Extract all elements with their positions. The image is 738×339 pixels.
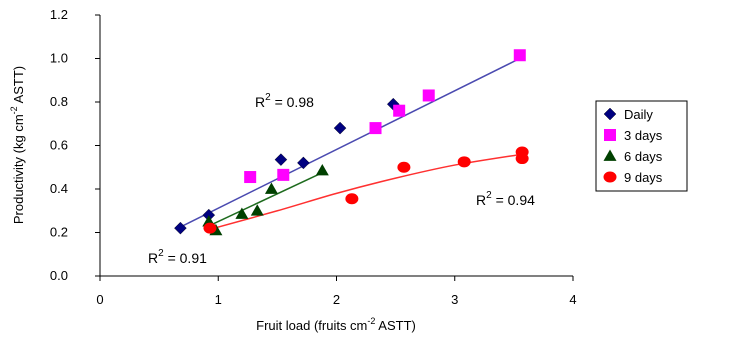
trendline-9-days — [206, 153, 523, 232]
legend: Daily 3 days 6 days 9 days — [595, 100, 688, 192]
legend-label-6-days: 6 days — [624, 149, 663, 164]
y-tick-label: 0.4 — [50, 181, 68, 196]
r2-daily-annotation: R2 = 0.98 — [255, 92, 314, 110]
legend-label-3-days: 3 days — [624, 128, 663, 143]
x-tick-label: 0 — [96, 292, 103, 307]
point-3-days — [277, 168, 290, 181]
legend-marker-daily — [603, 107, 617, 121]
plot-area — [99, 15, 573, 277]
x-axis-title: Fruit load (fruits cm-2 ASTT) — [256, 316, 416, 333]
legend-marker-3-days — [604, 129, 616, 141]
legend-label-daily: Daily — [624, 107, 653, 122]
legend-marker-6-days — [603, 149, 617, 161]
point-3-days — [513, 49, 526, 62]
y-tick-label: 0.8 — [50, 94, 68, 109]
legend-label-9-days: 9 days — [624, 170, 663, 185]
point-daily — [274, 153, 288, 166]
point-9-days — [457, 156, 471, 168]
y-tick-label: 0.0 — [50, 268, 68, 283]
trendline-6-days — [206, 172, 323, 228]
point-daily — [174, 221, 187, 235]
y-tick-label: 1.2 — [50, 7, 68, 22]
y-tick-label: 0.6 — [50, 138, 68, 153]
point-daily — [297, 156, 310, 170]
point-6-days — [235, 207, 249, 219]
trendline-daily — [177, 57, 521, 229]
x-tick-label: 4 — [569, 292, 576, 307]
point-6-days — [250, 204, 264, 216]
legend-marker-9-days — [603, 171, 617, 183]
point-3-days — [369, 122, 382, 135]
point-3-days — [393, 104, 406, 117]
x-tick-label: 3 — [451, 292, 458, 307]
point-3-days — [422, 89, 435, 102]
y-tick-label: 1.0 — [50, 51, 68, 66]
x-tick-label: 2 — [333, 292, 340, 307]
point-9-days — [203, 222, 217, 234]
point-6-days — [315, 164, 329, 176]
y-tick-label: 0.2 — [50, 225, 68, 240]
x-tick-label: 1 — [215, 292, 222, 307]
point-9-days — [515, 146, 529, 158]
point-9-days — [345, 193, 359, 205]
point-daily — [333, 121, 347, 135]
r2-6days-annotation: R2 = 0.91 — [148, 248, 207, 266]
data-markers — [174, 49, 529, 236]
point-6-days — [264, 182, 278, 194]
point-9-days — [397, 161, 411, 173]
x-ticks: 0 1 2 3 4 — [96, 276, 577, 307]
r2-9days-annotation: R2 = 0.94 — [476, 190, 535, 208]
trend-lines — [177, 57, 523, 232]
point-3-days — [244, 171, 257, 184]
y-axis-title: Productivity (kg cm-2 ASTT) — [9, 66, 26, 224]
y-ticks: 0.0 0.2 0.4 0.6 0.8 1.0 1.2 — [50, 7, 100, 283]
